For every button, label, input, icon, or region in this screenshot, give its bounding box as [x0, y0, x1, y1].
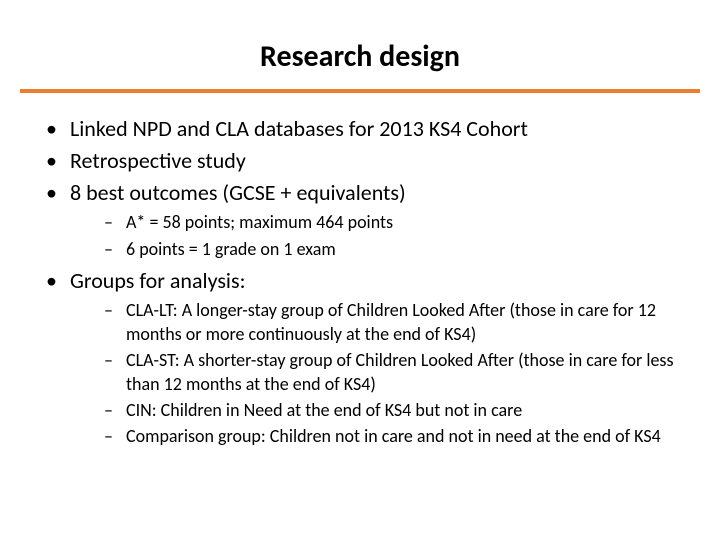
sub-bullet-text: CLA-LT: A longer-stay group of Children … — [126, 299, 656, 344]
sub-bullet-item: CIN: Children in Need at the end of KS4 … — [70, 399, 680, 422]
bullet-text: Groups for analysis: — [70, 267, 245, 294]
bullet-item: Retrospective study — [40, 147, 680, 175]
bullet-item: Linked NPD and CLA databases for 2013 KS… — [40, 115, 680, 143]
bullet-item: 8 best outcomes (GCSE + equivalents) A* … — [40, 179, 680, 261]
slide: Research design Linked NPD and CLA datab… — [0, 0, 720, 540]
sub-bullet-item: CLA-ST: A shorter-stay group of Children… — [70, 349, 680, 396]
content-area: Linked NPD and CLA databases for 2013 KS… — [0, 93, 720, 449]
sub-bullet-text: 6 points = 1 grade on 1 exam — [126, 238, 336, 260]
sub-bullet-text: A* = 58 points; maximum 464 points — [126, 211, 393, 233]
sub-bullet-text: CIN: Children in Need at the end of KS4 … — [126, 399, 522, 421]
bullet-list-level2: A* = 58 points; maximum 464 points 6 poi… — [70, 211, 680, 261]
sub-bullet-item: CLA-LT: A longer-stay group of Children … — [70, 299, 680, 346]
sub-bullet-item: A* = 58 points; maximum 464 points — [70, 211, 680, 234]
title-area: Research design — [0, 0, 720, 75]
sub-bullet-item: Comparison group: Children not in care a… — [70, 425, 680, 448]
bullet-list-level1: Linked NPD and CLA databases for 2013 KS… — [40, 115, 680, 449]
sub-bullet-text: Comparison group: Children not in care a… — [126, 425, 661, 447]
bullet-text: 8 best outcomes (GCSE + equivalents) — [70, 179, 406, 206]
slide-title: Research design — [260, 38, 460, 75]
bullet-item: Groups for analysis: CLA-LT: A longer-st… — [40, 267, 680, 449]
bullet-list-level2: CLA-LT: A longer-stay group of Children … — [70, 299, 680, 448]
bullet-text: Retrospective study — [70, 147, 246, 174]
bullet-text: Linked NPD and CLA databases for 2013 KS… — [70, 115, 528, 142]
sub-bullet-item: 6 points = 1 grade on 1 exam — [70, 238, 680, 261]
sub-bullet-text: CLA-ST: A shorter-stay group of Children… — [126, 349, 674, 394]
